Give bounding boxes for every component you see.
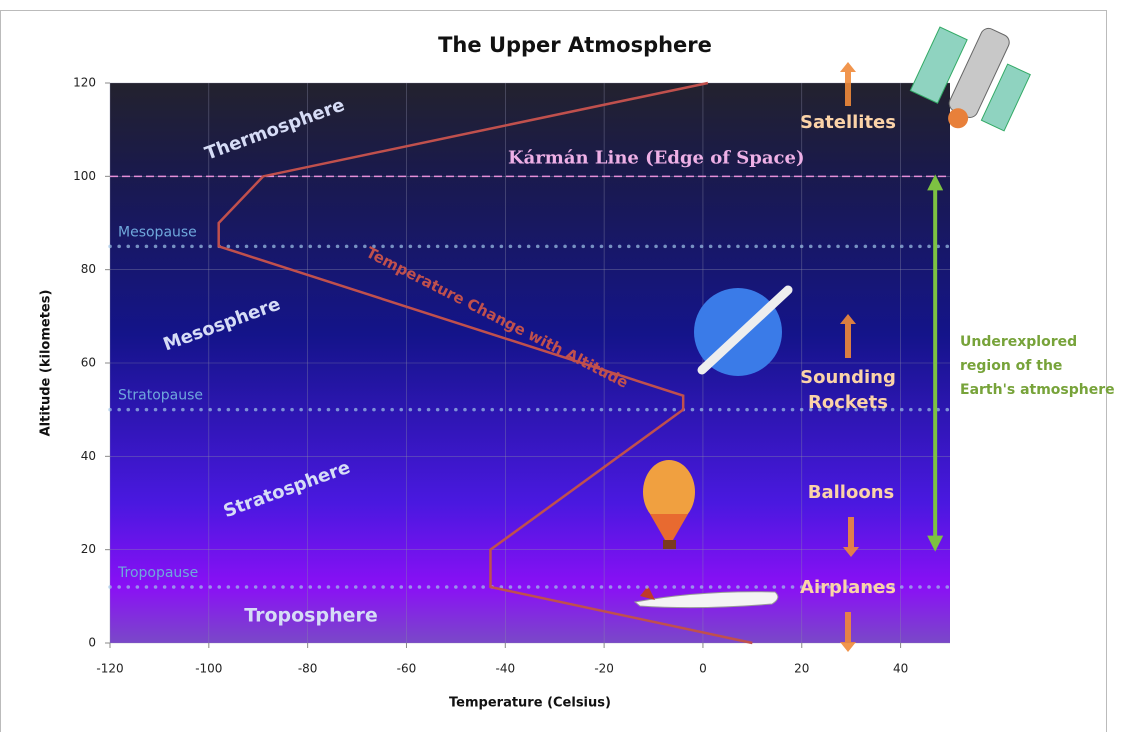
x-tick-label: -80	[298, 662, 318, 676]
y-tick-label: 60	[81, 356, 96, 370]
y-axis-title: Altitude (kilometes)	[39, 290, 54, 437]
x-tick-label: 20	[794, 662, 809, 676]
y-tick-label: 80	[81, 262, 96, 276]
satellite-icon	[909, 26, 1031, 132]
y-tick-label: 0	[88, 636, 96, 650]
vehicle-label: Balloons	[808, 482, 894, 503]
x-tick-label: -60	[397, 662, 417, 676]
y-tick-label: 120	[73, 76, 96, 90]
x-tick-label: 0	[699, 662, 707, 676]
x-tick-label: -120	[96, 662, 123, 676]
x-tick-label: -40	[495, 662, 515, 676]
temperature-line	[217, 81, 753, 645]
x-axis-title: Temperature (Celsius)	[449, 696, 611, 711]
y-tick-label: 100	[73, 169, 96, 183]
boundary-label: Tropopause	[117, 565, 198, 581]
range-label: region of the	[960, 358, 1062, 374]
chart-frame	[0, 10, 1107, 736]
balloon-icon	[643, 460, 695, 549]
x-tick-label: 40	[893, 662, 908, 676]
boundary-label: Mesopause	[118, 224, 197, 240]
vehicle-arrow	[840, 314, 856, 358]
x-tick-label: -20	[594, 662, 614, 676]
x-tick-label: -100	[195, 662, 222, 676]
vehicle-arrow	[840, 62, 856, 106]
range-label: Underexplored	[960, 334, 1077, 350]
vehicle-label: Satellites	[800, 112, 896, 133]
vehicle-arrow	[843, 517, 859, 557]
boundary-label: Stratopause	[118, 388, 203, 404]
y-tick-label: 20	[81, 542, 96, 556]
range-label: Earth's atmosphere	[960, 382, 1115, 398]
vehicle-label: Rockets	[808, 392, 888, 413]
boundary-label: Kármán Line (Edge of Space)	[508, 147, 804, 168]
airplane-icon	[633, 586, 779, 609]
vehicle-arrow	[840, 612, 856, 652]
chart-title: The Upper Atmosphere	[438, 33, 712, 57]
vehicle-label: Airplanes	[800, 577, 896, 598]
rocket-icon	[694, 285, 793, 376]
layer-label: Troposphere	[244, 605, 378, 627]
vehicle-label: Sounding	[800, 367, 896, 388]
y-tick-label: 40	[81, 449, 96, 463]
